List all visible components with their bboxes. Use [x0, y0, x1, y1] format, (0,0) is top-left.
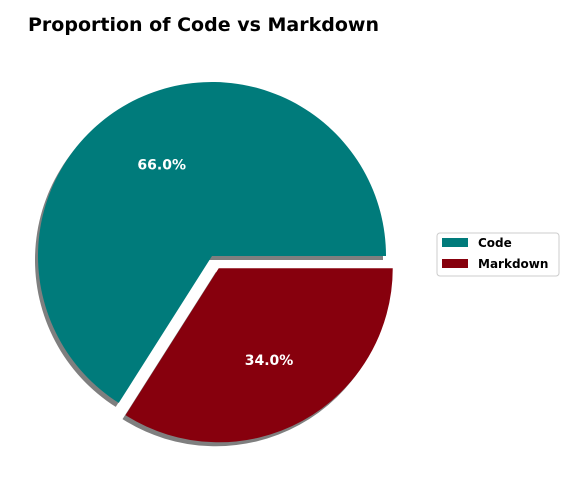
pie-slices: 66.0% 34.0%: [34, 81, 393, 447]
legend-swatch-code: [442, 238, 468, 247]
slice-markdown: [125, 268, 393, 443]
legend-label-markdown: Markdown: [478, 257, 548, 271]
chart-legend: Code Markdown: [436, 232, 560, 277]
slice-code: [37, 81, 387, 403]
legend-swatch-markdown: [442, 259, 468, 268]
slice-label-markdown: 34.0%: [245, 353, 294, 369]
chart-title: Proportion of Code vs Markdown: [28, 14, 379, 36]
slice-label-code: 66.0%: [137, 158, 186, 174]
legend-label-code: Code: [478, 236, 512, 250]
